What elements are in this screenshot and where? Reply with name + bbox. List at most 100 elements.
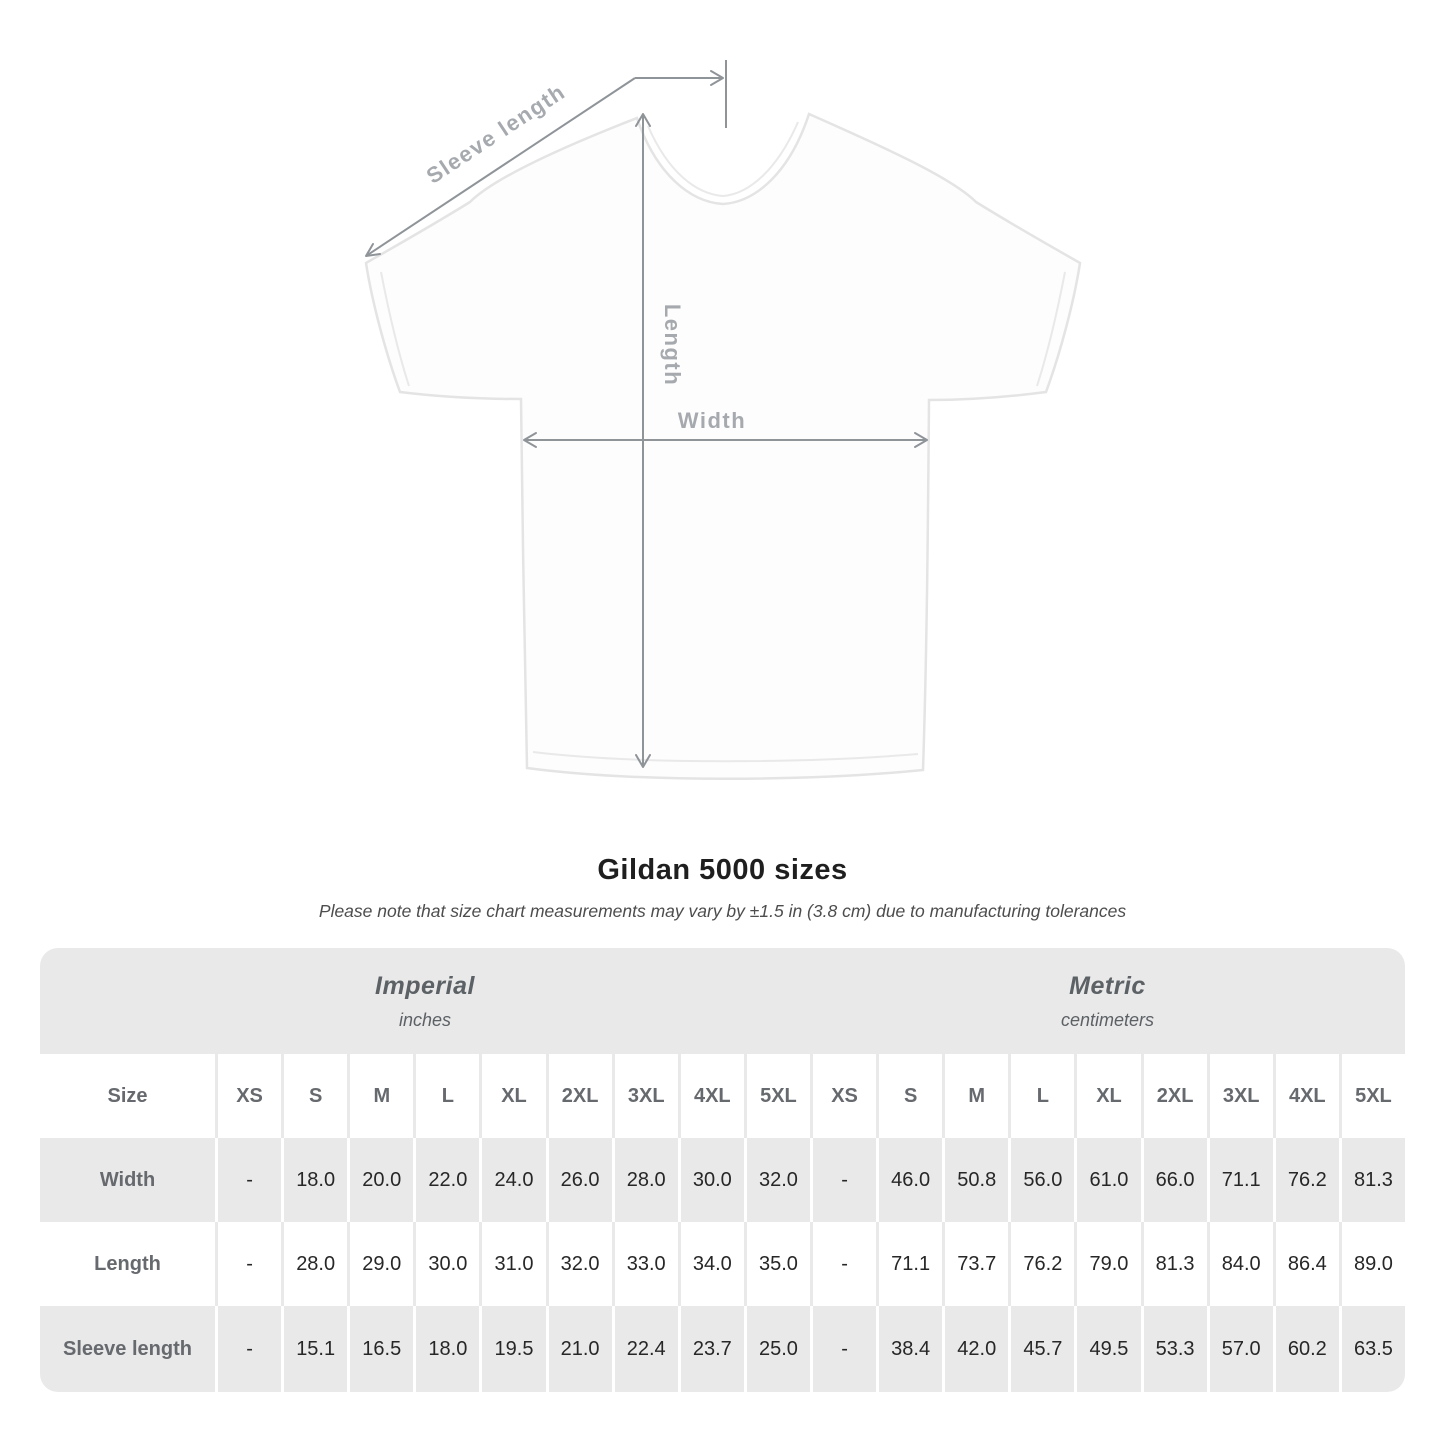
- left-cuff-seam: [380, 271, 410, 387]
- column-header-imperial-xs: XS: [215, 1054, 282, 1138]
- column-header-metric-xl: XL: [1074, 1054, 1141, 1138]
- cell: -: [809, 1138, 877, 1222]
- cell: 50.8: [942, 1138, 1009, 1222]
- hem-seam: [532, 751, 919, 763]
- cell: 57.0: [1206, 1306, 1273, 1392]
- size-header: Size: [40, 1054, 215, 1138]
- cell: -: [215, 1138, 282, 1222]
- column-header-imperial-5xl: 5XL: [743, 1054, 810, 1138]
- cell: 28.0: [281, 1222, 348, 1306]
- length-arrowhead-top: [635, 113, 651, 127]
- cell: -: [215, 1306, 282, 1392]
- cell: 18.0: [281, 1138, 348, 1222]
- length-label: Length: [660, 304, 685, 386]
- imperial-section-unit: inches: [398, 1009, 451, 1030]
- cell: 71.1: [876, 1222, 943, 1306]
- cell: 53.3: [1140, 1306, 1207, 1392]
- page-subtitle: Please note that size chart measurements…: [318, 901, 1127, 921]
- table-row-sleeve-length: Sleeve length - 15.1 16.5 18.0 19.5 21.0…: [40, 1306, 1405, 1392]
- cell: 32.0: [743, 1138, 810, 1222]
- row-label-width: Width: [40, 1138, 215, 1222]
- cell: 81.3: [1140, 1222, 1207, 1306]
- sleeve-length-line: [365, 77, 636, 257]
- metric-section-unit: centimeters: [1060, 1009, 1155, 1030]
- column-header-imperial-s: S: [281, 1054, 348, 1138]
- cell: 16.5: [347, 1306, 414, 1392]
- cell: 89.0: [1338, 1222, 1405, 1306]
- page-title: Gildan 5000 sizes: [597, 854, 848, 886]
- cell: -: [809, 1222, 877, 1306]
- cell: 18.0: [413, 1306, 480, 1392]
- column-header-metric-3xl: 3XL: [1206, 1054, 1273, 1138]
- cell: 19.5: [479, 1306, 546, 1392]
- cell: 71.1: [1206, 1138, 1273, 1222]
- cell: 61.0: [1074, 1138, 1141, 1222]
- column-header-imperial-4xl: 4XL: [677, 1054, 744, 1138]
- shirt-diagram-svg: Sleeve length Length Width: [364, 60, 1082, 780]
- column-header-metric-s: S: [876, 1054, 943, 1138]
- cell: 49.5: [1074, 1306, 1141, 1392]
- cell: 81.3: [1338, 1138, 1405, 1222]
- cell: 38.4: [876, 1306, 943, 1392]
- cell: 45.7: [1008, 1306, 1075, 1392]
- column-header-metric-4xl: 4XL: [1272, 1054, 1339, 1138]
- row-label-length: Length: [40, 1222, 215, 1306]
- length-arrowhead-bottom: [635, 754, 651, 768]
- column-header-imperial-l: L: [413, 1054, 480, 1138]
- cell: 22.0: [413, 1138, 480, 1222]
- row-label-sleeve-length: Sleeve length: [40, 1306, 215, 1392]
- cell: -: [809, 1306, 877, 1392]
- right-cuff-seam: [1036, 271, 1066, 387]
- cell: 23.7: [677, 1306, 744, 1392]
- table-row-width: Width - 18.0 20.0 22.0 24.0 26.0 28.0 30…: [40, 1138, 1405, 1222]
- column-header-metric-2xl: 2XL: [1140, 1054, 1207, 1138]
- column-header-imperial-xl: XL: [479, 1054, 546, 1138]
- sleeve-arrowhead-right: [710, 70, 724, 86]
- column-header-metric-xs: XS: [809, 1054, 877, 1138]
- cell: 32.0: [545, 1222, 612, 1306]
- column-header-metric-m: M: [942, 1054, 1009, 1138]
- size-table-wrap: Imperial inches Metric centimeters Size …: [40, 948, 1405, 1392]
- cell: 35.0: [743, 1222, 810, 1306]
- cell: 63.5: [1338, 1306, 1405, 1392]
- cell: 33.0: [611, 1222, 678, 1306]
- cell: 46.0: [876, 1138, 943, 1222]
- cell: 66.0: [1140, 1138, 1207, 1222]
- cell: 76.2: [1272, 1138, 1339, 1222]
- size-header-row: Size XS S M L XL 2XL 3XL 4XL 5XL XS S M …: [40, 1054, 1405, 1138]
- shirt-figure: Sleeve length Length Width: [364, 60, 1082, 780]
- imperial-section-title: Imperial: [375, 971, 475, 1000]
- cell: 42.0: [942, 1306, 1009, 1392]
- width-arrowhead-left: [523, 432, 537, 448]
- cell: 76.2: [1008, 1222, 1075, 1306]
- metric-section-header: Metric centimeters: [809, 948, 1405, 1054]
- width-arrowhead-right: [914, 432, 928, 448]
- metric-section-title: Metric: [1069, 971, 1146, 1000]
- cell: 79.0: [1074, 1222, 1141, 1306]
- cell: 25.0: [743, 1306, 810, 1392]
- table-row-length: Length - 28.0 29.0 30.0 31.0 32.0 33.0 3…: [40, 1222, 1405, 1306]
- cell: 73.7: [942, 1222, 1009, 1306]
- cell: 56.0: [1008, 1138, 1075, 1222]
- cell: 30.0: [677, 1138, 744, 1222]
- tshirt-silhouette: [364, 112, 1082, 780]
- collar-seam: [647, 121, 799, 198]
- cell: 60.2: [1272, 1306, 1339, 1392]
- cell: 31.0: [479, 1222, 546, 1306]
- cell: 20.0: [347, 1138, 414, 1222]
- cell: 24.0: [479, 1138, 546, 1222]
- size-table: Imperial inches Metric centimeters Size …: [40, 948, 1405, 1392]
- cell: 86.4: [1272, 1222, 1339, 1306]
- cell: -: [215, 1222, 282, 1306]
- cell: 34.0: [677, 1222, 744, 1306]
- cell: 28.0: [611, 1138, 678, 1222]
- cell: 29.0: [347, 1222, 414, 1306]
- width-label: Width: [678, 408, 746, 433]
- sleeve-arrowhead-left: [365, 243, 381, 257]
- column-header-metric-l: L: [1008, 1054, 1075, 1138]
- cell: 26.0: [545, 1138, 612, 1222]
- cell: 15.1: [281, 1306, 348, 1392]
- column-header-imperial-m: M: [347, 1054, 414, 1138]
- cell: 22.4: [611, 1306, 678, 1392]
- column-header-metric-5xl: 5XL: [1338, 1054, 1405, 1138]
